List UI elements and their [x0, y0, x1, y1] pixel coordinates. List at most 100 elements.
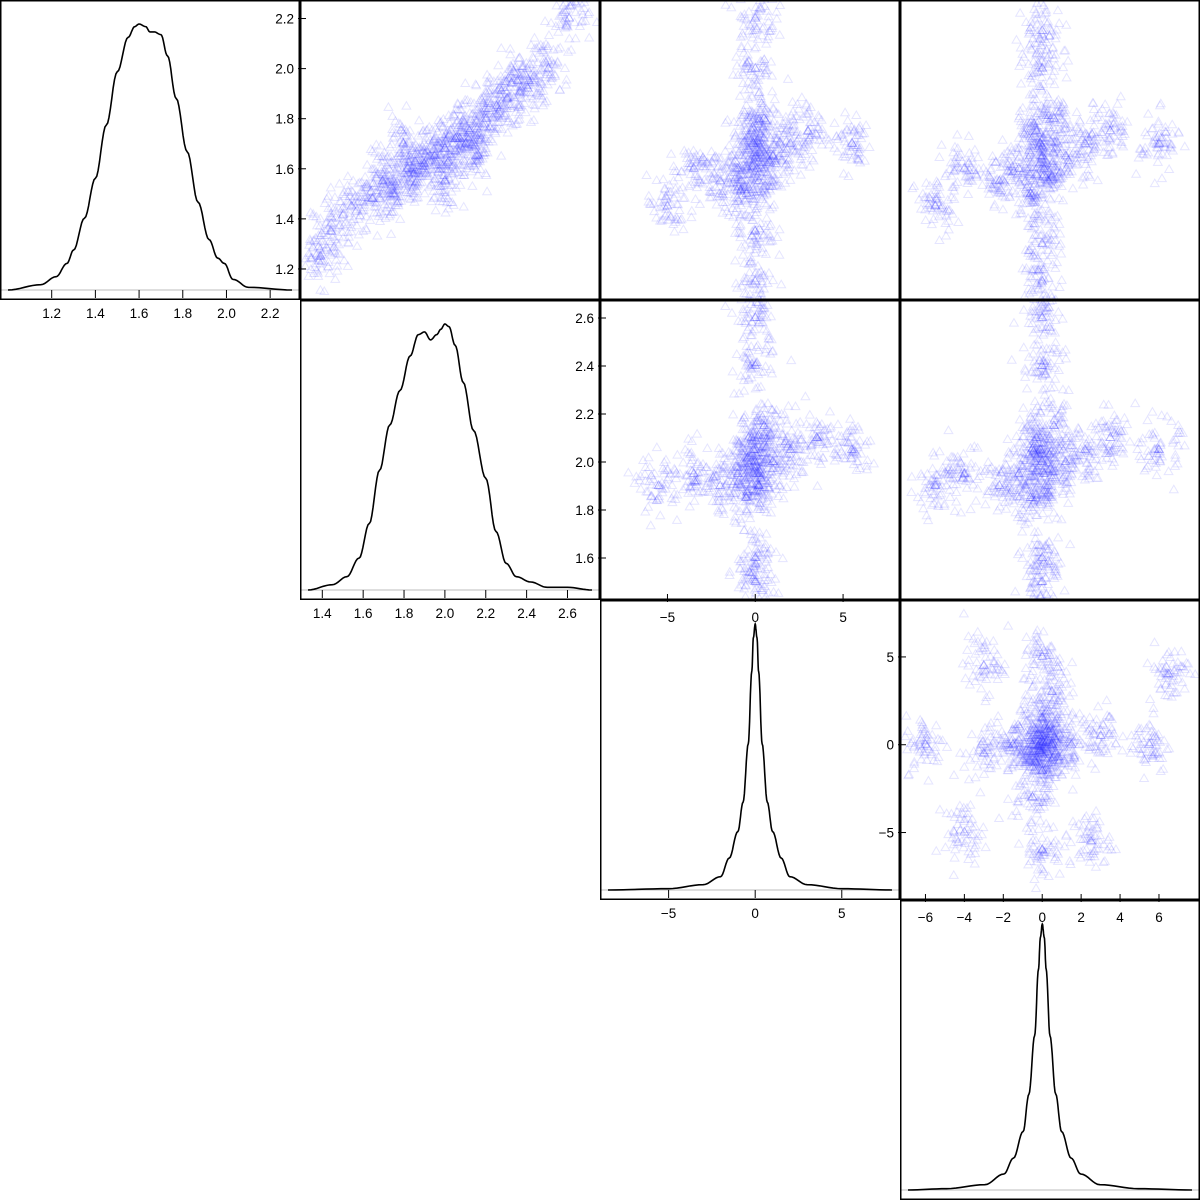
scatter-1-4-point [959, 162, 970, 172]
density-3-frame [600, 600, 900, 900]
scatter-2-4-point [1013, 468, 1025, 477]
scatter-3-4-xtick-label: 2 [1077, 910, 1085, 925]
scatter-1-3-point [688, 162, 700, 172]
scatter-2-3-cloud [623, 300, 880, 600]
density-4-frame [900, 900, 1200, 1200]
scatter-1-2-point [563, 12, 575, 22]
scatter-2-3-point [846, 444, 858, 453]
scatter-1-2-point [501, 92, 513, 102]
density-1-xtick-label: 1.6 [130, 306, 149, 321]
density-2-curve [307, 323, 593, 591]
scatter-3-4-point [1095, 729, 1106, 739]
scatter-2-3-xtick-label: 5 [839, 610, 847, 625]
scatter-1-2-point [543, 62, 554, 72]
scatter-1-2-point [346, 200, 357, 210]
scatter-1-3-point [662, 200, 673, 210]
scatter-1-3-point [750, 225, 761, 235]
scatter-2-4 [906, 300, 1190, 600]
scatter-1-2-point [315, 250, 326, 260]
scatter-1-2-ytick-label: 2.0 [275, 62, 294, 77]
scatter-1-2-point [377, 175, 388, 185]
scatter-1-3-point [714, 175, 726, 185]
scatter-1-4-point [1153, 137, 1165, 147]
scatter-2-4-point [1038, 468, 1050, 477]
scatter-3-4-point [978, 659, 990, 669]
scatter-2-3-ytick-label: 1.8 [575, 503, 594, 518]
scatter-1-3-point [748, 137, 759, 147]
scatter-1-2-cloud [300, 0, 600, 296]
density-3-xtick-label: 5 [838, 906, 846, 921]
scatter-1-3-cloud [641, 0, 875, 300]
scatter-1-2-point [439, 142, 451, 152]
scatter-1-2-ytick-label: 1.8 [275, 112, 294, 127]
scatter-1-3-point [741, 187, 752, 197]
scatter-2-4-point [1025, 492, 1036, 501]
scatter-3-4-xtick-label: −6 [918, 910, 933, 925]
scatter-1-3-point [758, 112, 770, 122]
scatter-1-2-point [491, 100, 502, 110]
scatter-2-3-point [750, 312, 761, 321]
scatter-1-2-frame [300, 0, 600, 300]
scatter-2-4-point [1079, 444, 1091, 453]
scatter-2-3-xtick-label: 0 [752, 610, 760, 625]
scatter-2-3-point [732, 468, 743, 477]
scatter-3-4-point [1037, 712, 1048, 722]
scatter-2-4-point [929, 480, 941, 489]
scatter-1-3-point [746, 125, 757, 135]
scatter-3-4-point [1046, 686, 1058, 696]
scatter-3-4-xtick-label: 0 [1038, 910, 1046, 925]
scatter-2-3-ytick-label: 2.4 [575, 359, 594, 374]
scatter-2-4-point [1153, 444, 1165, 453]
scatter-3-4-point [978, 747, 990, 757]
scatter-1-4-point [929, 200, 941, 210]
scatter-1-4 [907, 0, 1190, 300]
scatter-2-4-point [1037, 552, 1048, 561]
scatter-2-4-frame [900, 300, 1200, 600]
scatter-3-4-ytick-label: 0 [886, 738, 894, 753]
scatter-1-2-point [418, 157, 430, 167]
scatter-2-3-frame [600, 300, 900, 600]
scatter-1-4-point [1079, 137, 1091, 147]
scatter-2-3-point [750, 456, 761, 465]
scatter-3-4-cloud [900, 608, 1200, 893]
scatter-2-4-point [1037, 312, 1048, 321]
density-1-xtick-label: 1.4 [86, 306, 105, 321]
scatter-3-4-point [1033, 740, 1044, 750]
scatter-2-3-point [741, 492, 752, 501]
scatter-1-2-ytick-label: 2.2 [275, 12, 294, 27]
scatter-2-3-ytick-label: 2.6 [575, 311, 594, 326]
scatter-1-3 [641, 0, 875, 300]
density-2-xtick-label: 2.0 [436, 606, 455, 621]
density-2-xtick-label: 1.8 [395, 606, 414, 621]
scatter-2-4-point [994, 480, 1005, 489]
scatter-2-3-ytick-label: 2.2 [575, 407, 594, 422]
scatter-1-2-point [398, 137, 409, 147]
scatter-2-3-point [746, 432, 757, 441]
scatter-1-4-point [1035, 137, 1046, 147]
scatter-1-2-point [449, 132, 461, 142]
scatter-1-3-point [750, 150, 761, 160]
scatter-1-4-point [1025, 187, 1036, 197]
density-3-curve [607, 621, 893, 891]
scatter-2-3-ytick-label: 1.6 [575, 551, 594, 566]
scatter-2-4-point [1105, 432, 1116, 441]
scatter-3-4-xtick-label: 4 [1116, 910, 1124, 925]
scatter-1-2-point [408, 167, 419, 177]
scatter-1-4-point [1042, 175, 1054, 185]
scatter-3-4-point [1163, 668, 1174, 678]
scatter-2-3-point [751, 468, 763, 477]
scatter-3-4-point [1037, 747, 1048, 757]
density-2-frame [300, 300, 600, 600]
scatter-1-4-point [1037, 62, 1048, 72]
density-4-curve [907, 922, 1193, 1191]
scatter-3-4-point [1144, 738, 1155, 748]
scatter-2-4-point [1037, 456, 1048, 465]
scatter-2-3-point [811, 432, 822, 441]
scatter-3-4-point [1037, 844, 1048, 854]
scatter-2-3-point [653, 480, 664, 489]
scatter-1-4-point [1048, 112, 1060, 122]
scatter-2-3-point [714, 480, 726, 489]
scatter-1-4-point [1105, 125, 1116, 135]
density-1-curve [7, 23, 293, 291]
